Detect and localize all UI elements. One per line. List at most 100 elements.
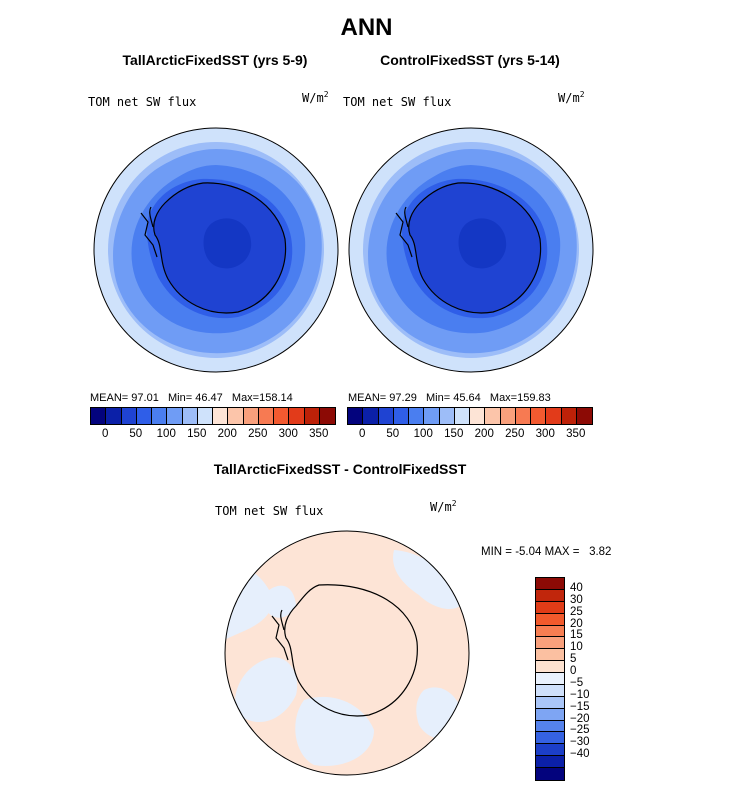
diff-colorbar-label: −5 bbox=[570, 676, 584, 689]
diff-colorbar-label: 30 bbox=[570, 593, 583, 606]
diff-colorbar-label: 10 bbox=[570, 641, 583, 654]
colorbar-tick-label: 200 bbox=[217, 428, 237, 440]
diff-colorbar-label: −10 bbox=[570, 688, 590, 701]
diff-colorbar-label: −30 bbox=[570, 736, 590, 749]
diff-panel-units: W/m2 bbox=[430, 499, 457, 514]
colorbar-swatch bbox=[576, 408, 592, 424]
diff-colorbar-swatch bbox=[536, 589, 564, 602]
colorbar-swatch bbox=[546, 408, 562, 424]
colorbar-swatch bbox=[348, 408, 364, 424]
diff-colorbar-label: 40 bbox=[570, 581, 583, 594]
diff-colorbar-swatch bbox=[536, 732, 564, 745]
panel-1-colorbar-ticks: 0 50 100 150 200 250 300 350 bbox=[90, 428, 334, 442]
colorbar-tick-label: 300 bbox=[535, 428, 555, 440]
colorbar-tick-label: 150 bbox=[444, 428, 464, 440]
colorbar-swatch bbox=[243, 408, 259, 424]
panel-1-units: W/m2 bbox=[302, 90, 329, 105]
colorbar-tick-label: 250 bbox=[505, 428, 525, 440]
figure-title: ANN bbox=[340, 14, 393, 41]
panel-2-colorbar bbox=[347, 407, 593, 425]
colorbar-tick-label: 50 bbox=[129, 428, 143, 440]
panel-2-colorbar-ticks: 0 50 100 150 200 250 300 350 bbox=[347, 428, 591, 442]
colorbar-swatch bbox=[121, 408, 137, 424]
diff-colorbar-swatch bbox=[536, 720, 564, 733]
colorbar-swatch bbox=[439, 408, 455, 424]
colorbar-tick-label: 100 bbox=[156, 428, 176, 440]
colorbar-swatch bbox=[454, 408, 470, 424]
colorbar-tick-label: 100 bbox=[413, 428, 433, 440]
diff-colorbar-swatch bbox=[536, 661, 564, 673]
colorbar-swatch bbox=[378, 408, 394, 424]
diff-colorbar-label: −20 bbox=[570, 712, 590, 725]
panel-1-field-label: TOM net SW flux bbox=[88, 95, 197, 109]
colorbar-swatch bbox=[470, 408, 486, 424]
colorbar-swatch bbox=[167, 408, 183, 424]
diff-colorbar-swatch bbox=[536, 684, 564, 697]
colorbar-swatch bbox=[485, 408, 501, 424]
panel-2-field-label: TOM net SW flux bbox=[343, 95, 452, 109]
diff-colorbar-label: −40 bbox=[570, 748, 590, 761]
colorbar-swatch bbox=[106, 408, 122, 424]
diff-colorbar-swatch bbox=[536, 756, 564, 768]
panel-1-polar-map bbox=[93, 127, 339, 373]
diff-colorbar-swatch bbox=[536, 744, 564, 757]
colorbar-tick-label: 350 bbox=[309, 428, 329, 440]
colorbar-swatch bbox=[228, 408, 244, 424]
diff-colorbar-swatch bbox=[536, 601, 564, 614]
colorbar-swatch bbox=[152, 408, 168, 424]
diff-colorbar-label: 25 bbox=[570, 605, 583, 618]
colorbar-tick-label: 50 bbox=[386, 428, 400, 440]
colorbar-tick-label: 0 bbox=[359, 428, 366, 440]
diff-colorbar-label: −25 bbox=[570, 724, 590, 737]
colorbar-swatch bbox=[531, 408, 547, 424]
diff-panel-field-label: TOM net SW flux bbox=[215, 504, 324, 518]
diff-colorbar-swatch bbox=[536, 578, 564, 590]
panel-2-title: ControlFixedSST (yrs 5-14) bbox=[380, 52, 560, 68]
colorbar-tick-label: 150 bbox=[187, 428, 207, 440]
colorbar-swatch bbox=[424, 408, 440, 424]
diff-panel-min-max: MIN = -5.04 MAX = 3.82 bbox=[481, 546, 612, 558]
colorbar-tick-label: 0 bbox=[102, 428, 109, 440]
diff-colorbar-swatch bbox=[536, 708, 564, 721]
diff-colorbar-label: 0 bbox=[570, 665, 577, 678]
diff-colorbar-label: −15 bbox=[570, 700, 590, 713]
colorbar-swatch bbox=[409, 408, 425, 424]
diff-colorbar-swatch bbox=[536, 625, 564, 638]
colorbar-swatch bbox=[213, 408, 229, 424]
diff-colorbar-swatch bbox=[536, 613, 564, 626]
panel-1-title: TallArcticFixedSST (yrs 5-9) bbox=[122, 52, 308, 68]
colorbar-swatch bbox=[136, 408, 152, 424]
diff-panel-colorbar-labels: 40 30 25 20 15 10 5 0 −5 −10 −15 −20 −25 −30 −40 bbox=[570, 577, 610, 779]
diff-colorbar-label: 15 bbox=[570, 629, 583, 642]
panel-1-colorbar bbox=[90, 407, 336, 425]
colorbar-tick-label: 250 bbox=[248, 428, 268, 440]
panel-2-stats: MEAN= 97.29 Min= 45.64 Max=159.83 bbox=[348, 392, 551, 404]
diff-panel-polar-map bbox=[224, 530, 470, 776]
colorbar-swatch bbox=[304, 408, 320, 424]
diff-panel-title: TallArcticFixedSST - ControlFixedSST bbox=[213, 461, 467, 477]
diff-colorbar-swatch bbox=[536, 649, 564, 662]
colorbar-swatch bbox=[289, 408, 305, 424]
diff-colorbar-label: 20 bbox=[570, 617, 583, 630]
colorbar-tick-label: 300 bbox=[278, 428, 298, 440]
colorbar-tick-label: 350 bbox=[566, 428, 586, 440]
diff-colorbar-label: 5 bbox=[570, 653, 577, 666]
colorbar-swatch bbox=[561, 408, 577, 424]
colorbar-swatch bbox=[274, 408, 290, 424]
colorbar-swatch bbox=[182, 408, 198, 424]
diff-colorbar-swatch bbox=[536, 768, 564, 780]
diff-colorbar-swatch bbox=[536, 637, 564, 650]
diff-colorbar-swatch bbox=[536, 673, 564, 685]
colorbar-tick-label: 200 bbox=[474, 428, 494, 440]
colorbar-swatch bbox=[91, 408, 107, 424]
colorbar-swatch bbox=[258, 408, 274, 424]
panel-1-stats: MEAN= 97.01 Min= 46.47 Max=158.14 bbox=[90, 392, 293, 404]
colorbar-swatch bbox=[393, 408, 409, 424]
colorbar-swatch bbox=[319, 408, 335, 424]
panel-2-units: W/m2 bbox=[558, 90, 585, 105]
diff-panel-colorbar bbox=[535, 577, 565, 781]
colorbar-swatch bbox=[197, 408, 213, 424]
diff-colorbar-swatch bbox=[536, 696, 564, 709]
colorbar-swatch bbox=[500, 408, 516, 424]
panel-2-polar-map bbox=[348, 127, 594, 373]
